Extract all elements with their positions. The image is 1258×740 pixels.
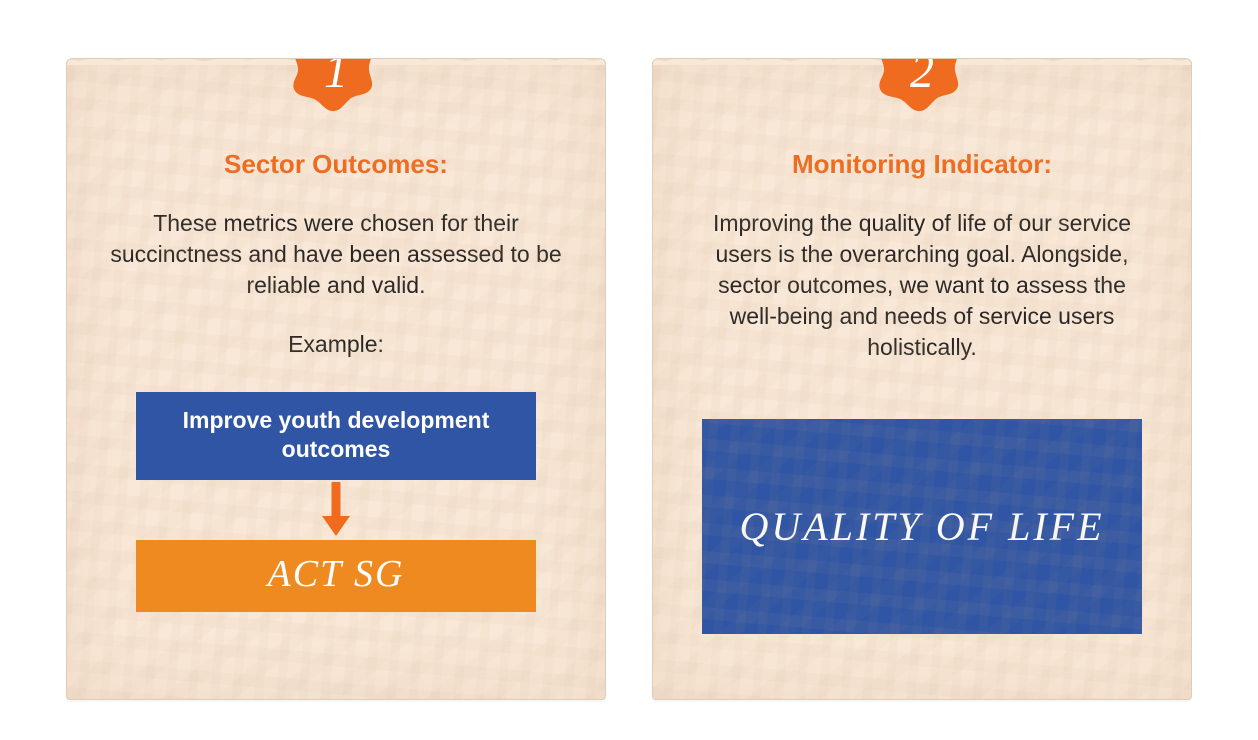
card-title: Monitoring Indicator:: [687, 149, 1157, 180]
infographic-two-cards: 1 Sector Outcomes: These metrics were ch…: [0, 0, 1258, 740]
badge-number: 1: [291, 58, 381, 116]
card-body-text: These metrics were chosen for their succ…: [106, 208, 566, 301]
arrow-down-icon: [318, 482, 354, 538]
card-sector-outcomes: 1 Sector Outcomes: These metrics were ch…: [66, 58, 606, 700]
diagram-arrow: [136, 480, 536, 540]
quality-of-life-box: QUALITY OF LIFE: [702, 419, 1142, 634]
diagram-blue-box: Improve youth development outcomes: [136, 392, 536, 480]
card-monitoring-indicator: 2 Monitoring Indicator: Improving the qu…: [652, 58, 1192, 700]
example-label: Example:: [101, 331, 571, 358]
diagram-orange-box: ACT SG: [136, 540, 536, 612]
example-diagram: Improve youth development outcomes ACT S…: [136, 392, 536, 612]
badge-number: 2: [877, 58, 967, 116]
card-body-text: Improving the quality of life of our ser…: [692, 208, 1152, 363]
card-title: Sector Outcomes:: [101, 149, 571, 180]
badge-1: 1: [291, 58, 381, 119]
badge-2: 2: [877, 58, 967, 119]
